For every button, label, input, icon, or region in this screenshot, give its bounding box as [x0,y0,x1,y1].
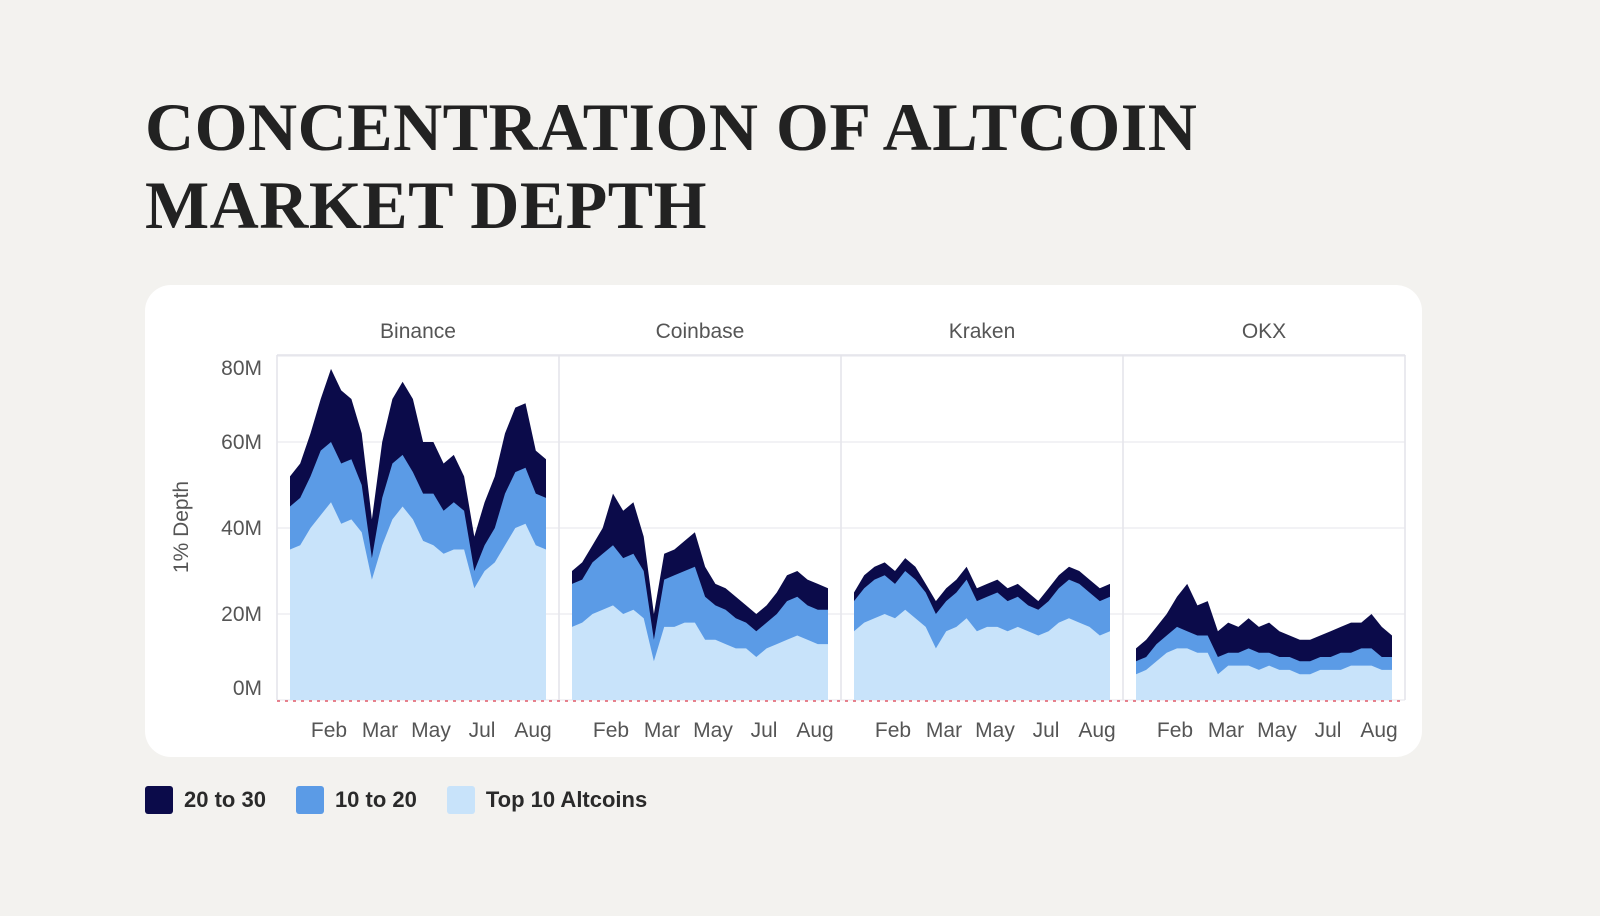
x-tick-label: Aug [1360,719,1397,742]
x-tick-label: Mar [1208,719,1244,742]
y-axis-label: 1% Depth [170,481,193,573]
x-tick-label: Mar [644,719,680,742]
panel-title: Kraken [949,320,1016,343]
legend-label: 10 to 20 [334,787,417,812]
legend-item-20-to-30: 20 to 30 [145,786,266,814]
area-top-10-altcoins [290,502,546,700]
area-top-10-altcoins [854,609,1110,700]
y-tick-label: 60M [221,431,262,454]
x-tick-label: Aug [514,719,551,742]
x-tick-label: Jul [1033,719,1060,742]
x-tick-label: Feb [875,719,911,742]
x-tick-label: Feb [593,719,629,742]
y-tick-label: 20M [221,603,262,626]
x-tick-label: May [1257,719,1297,742]
x-tick-label: May [411,719,451,742]
x-tick-label: Mar [926,719,962,742]
x-tick-label: Jul [469,719,496,742]
x-tick-label: Jul [751,719,778,742]
legend-swatch [145,786,173,814]
areas [290,368,1392,700]
legend: 20 to 30 10 to 20 Top 10 Altcoins [145,786,647,814]
x-tick-label: Feb [311,719,347,742]
x-tick-label: Aug [796,719,833,742]
y-tick-label: 0M [233,677,262,700]
x-tick-label: Feb [1157,719,1193,742]
x-tick-label: May [693,719,733,742]
legend-label: Top 10 Altcoins [485,787,648,812]
x-tick-label: May [975,719,1015,742]
area-top-10-altcoins [572,605,828,700]
axes: 0M 20M 40M 60M 80M Binance Feb Mar May Jul Aug Coin… [221,320,1405,742]
title-line-1: CONCENTRATION OF ALTCOIN [145,89,1198,165]
panel-title: Binance [380,320,456,343]
y-tick-label: 40M [221,517,262,540]
x-tick-label: Jul [1315,719,1342,742]
legend-item-10-to-20: 10 to 20 [295,786,417,814]
title-line-2: MARKET DEPTH [145,167,708,243]
legend-item-top-10: Top 10 Altcoins [446,786,648,814]
x-tick-label: Aug [1078,719,1115,742]
legend-swatch [446,786,475,814]
legend-swatch [295,786,324,814]
x-tick-label: Mar [362,719,398,742]
panel-title: Coinbase [656,320,745,343]
y-tick-label: 80M [221,357,262,380]
area-top-10-altcoins [1136,648,1392,700]
page-title: CONCENTRATION OF ALTCOIN MARKET DEPTH [145,88,1197,244]
legend-label: 20 to 30 [184,787,266,812]
panel-title: OKX [1242,320,1286,343]
